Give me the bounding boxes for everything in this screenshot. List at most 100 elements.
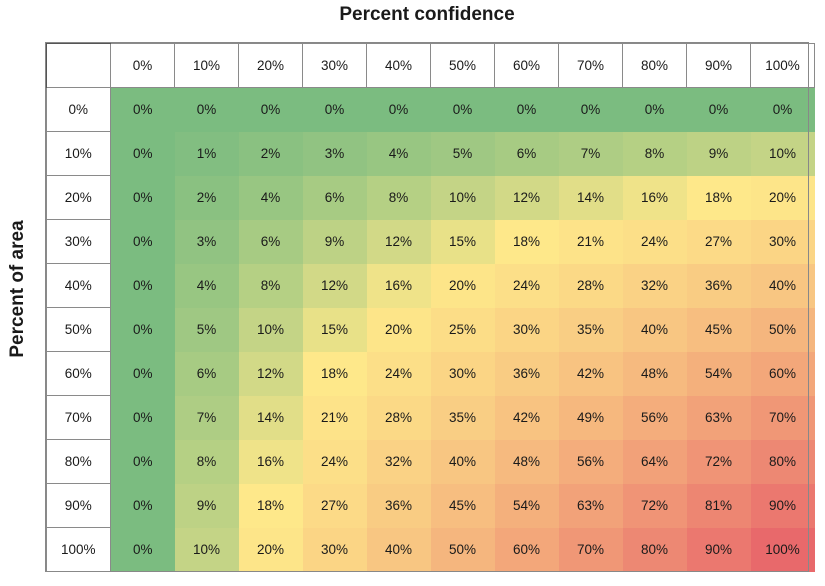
heatmap-cell: 0% — [110, 263, 175, 308]
heatmap-cell: 18% — [238, 483, 303, 528]
heatmap-cell: 5% — [174, 307, 239, 352]
heatmap-cell: 9% — [174, 483, 239, 528]
heatmap-cell: 4% — [366, 131, 431, 176]
heatmap-cell: 30% — [494, 307, 559, 352]
heatmap-cell: 10% — [750, 131, 815, 176]
heatmap-cell: 12% — [238, 351, 303, 396]
heatmap-cell: 36% — [494, 351, 559, 396]
heatmap-cell: 14% — [558, 175, 623, 220]
heatmap-cell: 7% — [174, 395, 239, 440]
heatmap-cell: 7% — [558, 131, 623, 176]
y-tick-label: 70% — [45, 395, 111, 440]
heatmap-cell: 35% — [558, 307, 623, 352]
heatmap-cell: 6% — [302, 175, 367, 220]
heatmap-cell: 0% — [494, 87, 559, 132]
heatmap-cell: 0% — [302, 87, 367, 132]
heatmap-cell: 6% — [238, 219, 303, 264]
heatmap-cell: 70% — [750, 395, 815, 440]
y-tick-label: 100% — [45, 527, 111, 572]
heatmap-cell: 0% — [110, 307, 175, 352]
heatmap-cell: 27% — [686, 219, 751, 264]
table-row: 10% 0% 1% 2% 3% 4% 5% 6% 7% 8% 9% 10% — [45, 131, 815, 176]
heatmap-cell: 15% — [302, 307, 367, 352]
y-tick-label: 20% — [45, 175, 111, 220]
table-row: 40% 0% 4% 8% 12% 16% 20% 24% 28% 32% 36% 40% — [45, 263, 815, 308]
heatmap-cell: 72% — [686, 439, 751, 484]
x-tick-label: 60% — [494, 42, 559, 88]
x-tick-label: 70% — [558, 42, 623, 88]
x-tick-label: 50% — [430, 42, 495, 88]
x-tick-label: 10% — [174, 42, 239, 88]
heatmap-cell: 0% — [686, 87, 751, 132]
heatmap-cell: 100% — [750, 527, 815, 572]
heatmap-cell: 90% — [750, 483, 815, 528]
table-row: 70% 0% 7% 14% 21% 28% 35% 42% 49% 56% 63% 70% — [45, 395, 815, 440]
heatmap-cell: 16% — [622, 175, 687, 220]
heatmap-cell: 45% — [686, 307, 751, 352]
heatmap-cell: 25% — [430, 307, 495, 352]
heatmap-cell: 36% — [366, 483, 431, 528]
heatmap-cell: 49% — [558, 395, 623, 440]
heatmap-cell: 0% — [558, 87, 623, 132]
heatmap-cell: 4% — [174, 263, 239, 308]
heatmap-cell: 54% — [686, 351, 751, 396]
heatmap-cell: 36% — [686, 263, 751, 308]
header-row: 0% 10% 20% 30% 40% 50% 60% 70% 80% 90% 100% — [45, 42, 815, 88]
y-tick-label: 60% — [45, 351, 111, 396]
y-tick-label: 90% — [45, 483, 111, 528]
heatmap-cell: 1% — [174, 131, 239, 176]
heatmap-cell: 63% — [686, 395, 751, 440]
y-tick-label: 10% — [45, 131, 111, 176]
heatmap-cell: 24% — [494, 263, 559, 308]
heatmap-cell: 0% — [430, 87, 495, 132]
heatmap-cell: 40% — [430, 439, 495, 484]
heatmap-cell: 15% — [430, 219, 495, 264]
y-axis-label: Percent of area — [7, 220, 28, 358]
corner-cell — [45, 42, 111, 88]
heatmap-cell: 20% — [366, 307, 431, 352]
x-tick-label: 20% — [238, 42, 303, 88]
heatmap-cell: 0% — [110, 395, 175, 440]
heatmap-cell: 81% — [686, 483, 751, 528]
heatmap-cell: 72% — [622, 483, 687, 528]
heatmap-cell: 50% — [430, 527, 495, 572]
heatmap-cell: 6% — [494, 131, 559, 176]
heatmap-cell: 60% — [494, 527, 559, 572]
heatmap-cell: 9% — [686, 131, 751, 176]
heatmap-cell: 56% — [622, 395, 687, 440]
heatmap-cell: 8% — [622, 131, 687, 176]
table-row: 30% 0% 3% 6% 9% 12% 15% 18% 21% 24% 27% 30% — [45, 219, 815, 264]
heatmap-cell: 0% — [366, 87, 431, 132]
heatmap-cell: 27% — [302, 483, 367, 528]
heatmap-cell: 30% — [430, 351, 495, 396]
heatmap-cell: 12% — [494, 175, 559, 220]
heatmap-cell: 16% — [238, 439, 303, 484]
heatmap-cell: 40% — [366, 527, 431, 572]
heatmap-cell: 80% — [750, 439, 815, 484]
heatmap-cell: 28% — [558, 263, 623, 308]
heatmap-cell: 18% — [494, 219, 559, 264]
heatmap-cell: 32% — [366, 439, 431, 484]
heatmap-cell: 60% — [750, 351, 815, 396]
heatmap-cell: 28% — [366, 395, 431, 440]
heatmap-cell: 10% — [238, 307, 303, 352]
heatmap-cell: 0% — [622, 87, 687, 132]
heatmap-cell: 0% — [750, 87, 815, 132]
heatmap-cell: 21% — [302, 395, 367, 440]
heatmap-cell: 42% — [494, 395, 559, 440]
table-row: 0% 0% 0% 0% 0% 0% 0% 0% 0% 0% 0% 0% — [45, 87, 815, 132]
heatmap-cell: 3% — [174, 219, 239, 264]
x-tick-label: 0% — [110, 42, 175, 88]
heatmap-cell: 40% — [750, 263, 815, 308]
heatmap-cell: 18% — [686, 175, 751, 220]
heatmap-cell: 16% — [366, 263, 431, 308]
y-tick-label: 30% — [45, 219, 111, 264]
x-tick-label: 80% — [622, 42, 687, 88]
table-row: 50% 0% 5% 10% 15% 20% 25% 30% 35% 40% 45% 50% — [45, 307, 815, 352]
heatmap-table: 0% 10% 20% 30% 40% 50% 60% 70% 80% 90% 100% 0% 0% 0% 0… — [45, 42, 815, 572]
y-tick-label: 0% — [45, 87, 111, 132]
table-row: 80% 0% 8% 16% 24% 32% 40% 48% 56% 64% 72% 80% — [45, 439, 815, 484]
table-row: 20% 0% 2% 4% 6% 8% 10% 12% 14% 16% 18% 20% — [45, 175, 815, 220]
heatmap-cell: 24% — [302, 439, 367, 484]
heatmap-cell: 0% — [110, 527, 175, 572]
